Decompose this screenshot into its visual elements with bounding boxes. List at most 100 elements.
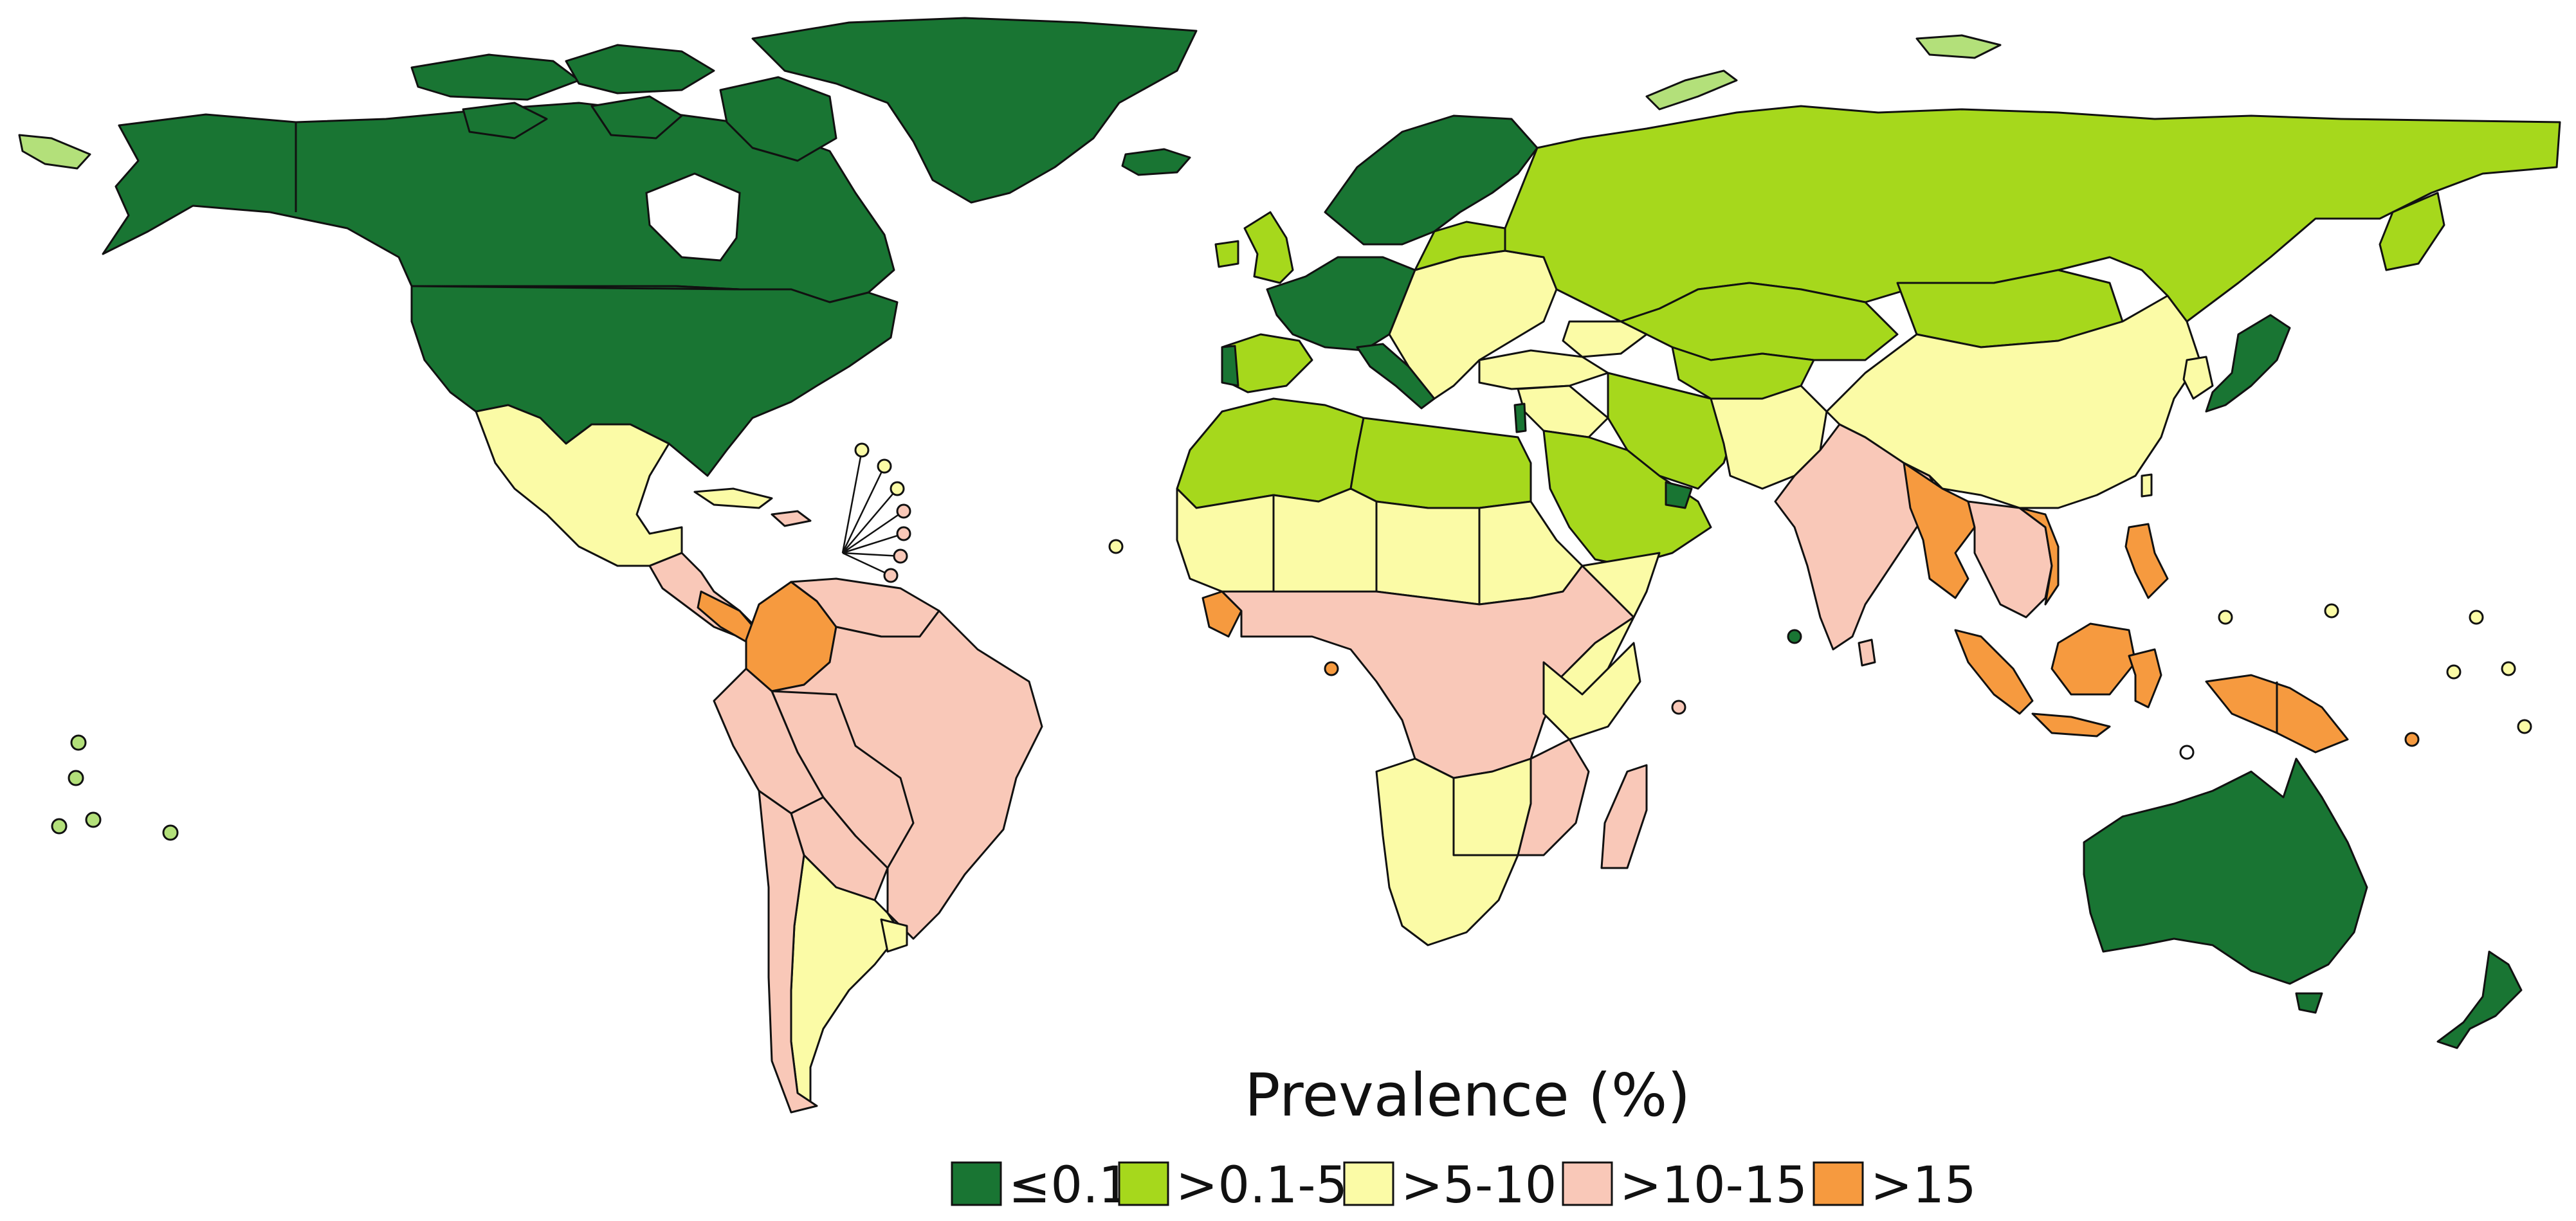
region-taiwan[interactable] (2141, 473, 2153, 498)
region-tasmania[interactable] (2295, 992, 2323, 1014)
island-dot-pacific-1[interactable] (2218, 610, 2233, 625)
island-dot-pacific-2[interactable] (2324, 603, 2339, 619)
north-asia (1504, 34, 2561, 400)
region-israel[interactable] (1513, 402, 1527, 433)
south-america (713, 577, 1043, 1114)
region-ireland[interactable] (1214, 240, 1239, 268)
region-north-africa-west[interactable] (1176, 397, 1365, 509)
callout-dot-1[interactable] (854, 442, 870, 458)
island-dot-pacific-4[interactable] (2446, 664, 2462, 680)
oceania (2083, 757, 2523, 1049)
callout-line-3 (842, 488, 898, 554)
legend-swatch-2 (1343, 1161, 1394, 1206)
region-scandinavia[interactable] (1324, 114, 1539, 246)
legend: Prevalence (%) ≤0.1 >0.1-5 >5-10 >10-15 … (951, 1061, 1977, 1215)
region-italy[interactable] (1356, 343, 1436, 410)
region-australia[interactable] (2083, 757, 2368, 985)
island-dot-pacific-7[interactable] (2404, 732, 2420, 747)
island-dot-w3[interactable] (51, 818, 68, 835)
region-uk[interactable] (1243, 211, 1294, 284)
region-arctic-islands-5[interactable] (462, 102, 548, 140)
island-dot-maldives[interactable] (1787, 629, 1802, 644)
legend-label-3: >10-15 (1620, 1157, 1807, 1215)
region-korea[interactable] (2182, 356, 2214, 400)
legend-label-0: ≤0.1 (1009, 1157, 1130, 1215)
region-borneo[interactable] (2051, 622, 2137, 696)
legend-title: Prevalence (%) (1245, 1061, 1690, 1130)
island-dot-w1[interactable] (70, 734, 87, 751)
island-dot-pacific-3[interactable] (2469, 610, 2484, 625)
legend-swatch-4 (1813, 1161, 1864, 1206)
callout-line-5 (842, 532, 904, 554)
region-turkey[interactable] (1478, 349, 1609, 390)
border-canada-usa (411, 285, 791, 291)
region-iceland[interactable] (1121, 148, 1191, 176)
region-portugal[interactable] (1221, 345, 1239, 387)
region-myanmar-bangladesh[interactable] (1903, 462, 1976, 599)
region-arabia[interactable] (1542, 430, 1712, 567)
region-argentina[interactable] (790, 854, 902, 1107)
middle-east (1513, 320, 1828, 567)
callout-line-4 (842, 510, 904, 554)
region-arctic-russia-isle[interactable] (1915, 34, 2002, 59)
south-east-asia (1774, 294, 2532, 760)
callout-dot-6[interactable] (893, 548, 908, 564)
region-sri-lanka[interactable] (1858, 638, 1876, 667)
callout-dot-3[interactable] (890, 481, 905, 496)
island-dot-indian-ocean[interactable] (1671, 700, 1686, 715)
region-greenland[interactable] (751, 17, 1198, 204)
region-mozambique[interactable] (1517, 738, 1590, 856)
callout-dot-5[interactable] (896, 526, 911, 541)
region-libya-egypt[interactable] (1349, 417, 1532, 509)
island-dot-w2[interactable] (68, 770, 84, 786)
region-chukotka-tip[interactable] (18, 134, 91, 170)
border-africa-internal-4 (1452, 778, 1518, 856)
region-philippines[interactable] (2124, 523, 2169, 599)
region-sulawesi[interactable] (2128, 648, 2162, 709)
caribbean-callouts (841, 442, 911, 583)
north-america (102, 17, 1198, 643)
region-china[interactable] (1825, 294, 2201, 509)
callout-dot-4[interactable] (896, 503, 911, 519)
callout-line-2 (841, 466, 886, 554)
region-java[interactable] (2031, 712, 2111, 737)
region-novaya-zemlya[interactable] (1645, 69, 1738, 111)
callout-dot-7[interactable] (883, 568, 899, 583)
border-brazil-west (771, 690, 915, 869)
region-arctic-islands-4[interactable] (590, 95, 683, 140)
island-dot-w5[interactable] (162, 824, 179, 841)
region-madagascar[interactable] (1600, 764, 1648, 869)
legend-label-2: >5-10 (1401, 1157, 1557, 1215)
region-east-africa[interactable] (1542, 642, 1641, 741)
region-uruguay[interactable] (880, 918, 908, 953)
africa (1176, 397, 1802, 946)
region-west-africa-coast[interactable] (1201, 590, 1243, 638)
region-kamchatka[interactable] (2379, 192, 2445, 271)
region-caucasus[interactable] (1562, 320, 1648, 358)
region-arctic-islands-1[interactable] (410, 53, 580, 101)
region-new-zealand[interactable] (2436, 950, 2523, 1049)
region-sumatra[interactable] (1954, 629, 2034, 715)
island-dot-w4[interactable] (85, 811, 102, 828)
region-uae[interactable] (1665, 481, 1693, 509)
island-dot-pacific-6[interactable] (2517, 719, 2532, 734)
region-mexico[interactable] (475, 404, 683, 567)
region-cuba[interactable] (693, 487, 773, 509)
region-levant[interactable] (1517, 384, 1609, 439)
region-arctic-islands-3[interactable] (719, 76, 837, 162)
legend-label-1: >0.1-5 (1176, 1157, 1347, 1215)
region-arctic-islands-2[interactable] (565, 44, 715, 95)
legend-swatch-0 (951, 1161, 1002, 1206)
island-dot-timor[interactable] (2179, 745, 2195, 760)
region-hispaniola[interactable] (771, 510, 812, 527)
callout-line-7 (842, 552, 891, 577)
island-dot-gulf-guinea[interactable] (1324, 661, 1339, 676)
region-vietnam[interactable] (2018, 507, 2060, 606)
callout-dot-2[interactable] (877, 458, 892, 474)
island-dot-atlantic[interactable] (1108, 539, 1124, 554)
region-japan[interactable] (2205, 314, 2291, 413)
region-chile[interactable] (758, 790, 818, 1114)
region-sahel[interactable] (1176, 487, 1584, 606)
island-dot-pacific-5[interactable] (2501, 661, 2516, 676)
